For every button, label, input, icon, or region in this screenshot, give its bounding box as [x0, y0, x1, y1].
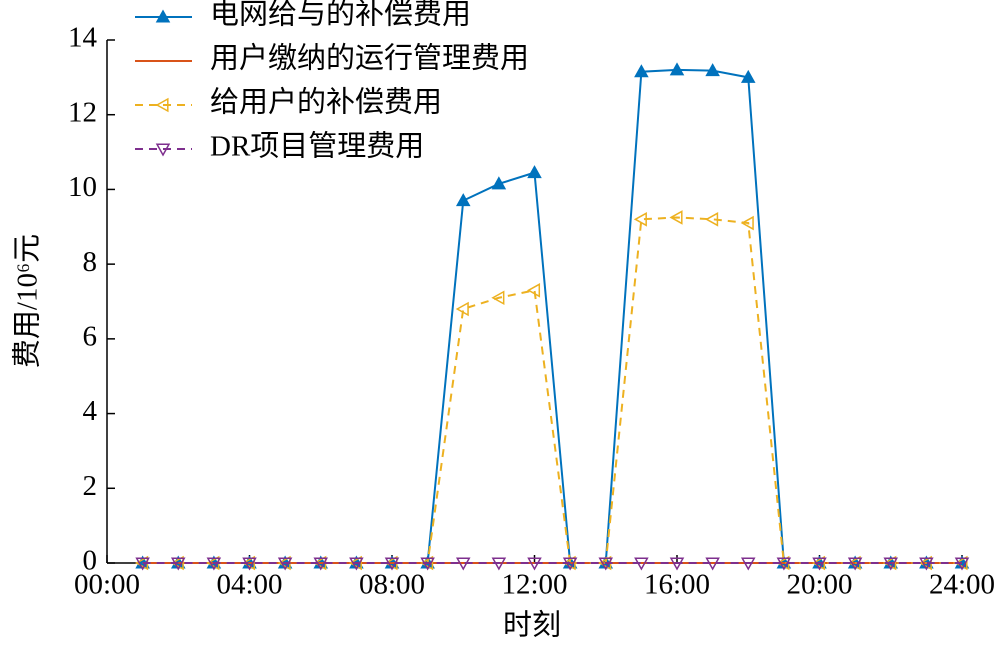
legend-label: DR项目管理费用 [210, 130, 424, 163]
marker [349, 557, 364, 571]
marker [633, 212, 647, 227]
marker [919, 557, 934, 571]
marker [170, 557, 186, 571]
marker [206, 557, 222, 571]
marker [954, 555, 968, 571]
marker [562, 557, 578, 571]
marker [455, 193, 471, 207]
marker [811, 555, 826, 571]
marker [527, 165, 542, 179]
y-tick-label: 4 [83, 395, 98, 427]
x-tick-label: 12:00 [501, 569, 567, 601]
marker [740, 557, 756, 571]
marker [455, 301, 469, 317]
marker [669, 210, 683, 225]
series-line [142, 216, 962, 564]
y-tick-label: 0 [83, 545, 98, 577]
marker [634, 64, 649, 78]
y-tick-label: 12 [68, 96, 97, 128]
marker [277, 557, 293, 571]
x-tick-label: 20:00 [786, 569, 852, 601]
y-tick-label: 2 [83, 470, 98, 502]
x-tick-label: 04:00 [216, 569, 282, 601]
marker [598, 557, 614, 571]
legend-marker [155, 9, 171, 23]
marker [420, 555, 434, 571]
marker [491, 176, 507, 190]
x-tick-label: 00:00 [74, 569, 140, 601]
y-tick-label: 10 [68, 171, 97, 203]
marker [634, 557, 649, 571]
y-tick-label: 8 [83, 246, 98, 278]
y-tick-label: 6 [83, 321, 98, 353]
x-tick-label: 08:00 [359, 569, 425, 601]
marker [242, 557, 257, 571]
legend-label: 电网给与的补偿费用 [210, 0, 471, 31]
legend-marker [155, 97, 169, 113]
marker [170, 555, 184, 571]
marker [705, 557, 720, 571]
marker [241, 555, 256, 571]
x-tick-label: 24:00 [929, 569, 995, 601]
marker [491, 290, 505, 306]
x-tick-label: 16:00 [644, 569, 710, 601]
y-tick-label: 14 [68, 22, 98, 54]
marker [740, 215, 754, 231]
marker [883, 557, 899, 571]
marker [740, 69, 756, 83]
marker [883, 555, 897, 571]
marker [527, 557, 542, 571]
legend-label: 用户缴纳的运行管理费用 [210, 42, 529, 75]
marker [812, 557, 827, 571]
marker [847, 557, 863, 571]
legend-label: 给用户的补偿费用 [210, 86, 442, 119]
marker [705, 63, 720, 77]
marker [669, 557, 685, 571]
marker [491, 557, 507, 571]
marker [562, 555, 576, 571]
marker [455, 557, 471, 571]
marker [384, 557, 400, 571]
marker [669, 62, 685, 76]
marker [348, 555, 362, 571]
legend-marker [155, 143, 171, 157]
marker [776, 557, 792, 571]
marker [705, 212, 719, 227]
marker [526, 283, 541, 298]
marker [954, 557, 970, 571]
marker [420, 557, 435, 571]
marker [135, 557, 150, 571]
y-axis-label: 费用/10⁶元 [11, 234, 44, 368]
marker [313, 557, 329, 571]
x-axis-label: 时刻 [503, 609, 561, 642]
